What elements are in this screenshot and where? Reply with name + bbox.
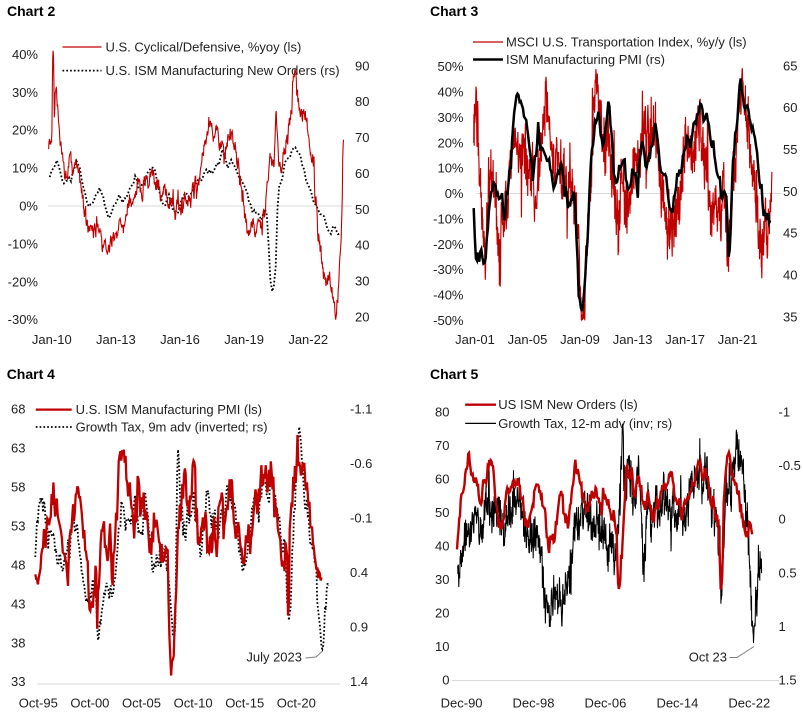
svg-text:33: 33	[11, 674, 25, 689]
svg-text:-10%: -10%	[8, 236, 39, 251]
svg-text:-1.1: -1.1	[350, 402, 372, 417]
svg-text:0.4: 0.4	[350, 565, 368, 580]
svg-text:Dec-90: Dec-90	[441, 696, 483, 711]
svg-text:Jan-09: Jan-09	[560, 332, 600, 347]
svg-text:0.9: 0.9	[350, 620, 368, 635]
svg-text:Oct 23: Oct 23	[689, 650, 727, 665]
svg-text:30%: 30%	[12, 85, 38, 100]
svg-text:68: 68	[11, 402, 25, 417]
svg-text:Growth Tax, 9m adv (inverted;: Growth Tax, 9m adv (inverted; rs)	[76, 419, 268, 434]
svg-text:40%: 40%	[437, 85, 463, 100]
svg-text:20: 20	[435, 606, 449, 621]
svg-text:48: 48	[11, 557, 25, 572]
svg-text:50: 50	[435, 505, 449, 520]
svg-text:0: 0	[442, 673, 449, 688]
svg-text:Oct-05: Oct-05	[122, 696, 161, 711]
svg-text:40: 40	[783, 268, 797, 283]
svg-text:Chart 3: Chart 3	[430, 3, 478, 19]
svg-text:-0.6: -0.6	[350, 456, 372, 471]
svg-text:80: 80	[435, 405, 449, 420]
svg-text:Jan-10: Jan-10	[32, 332, 72, 347]
svg-text:U.S. Cyclical/Defensive, %yoy: U.S. Cyclical/Defensive, %yoy (ls)	[106, 40, 302, 55]
svg-text:Jan-13: Jan-13	[96, 332, 136, 347]
svg-text:30: 30	[435, 572, 449, 587]
svg-text:Oct-10: Oct-10	[174, 696, 213, 711]
svg-text:60: 60	[355, 166, 369, 181]
svg-text:0%: 0%	[19, 199, 38, 214]
svg-text:Jan-19: Jan-19	[224, 332, 264, 347]
svg-text:50: 50	[783, 184, 797, 199]
svg-text:Dec-14: Dec-14	[656, 696, 698, 711]
svg-text:US ISM New Orders (ls): US ISM New Orders (ls)	[498, 397, 637, 412]
svg-text:58: 58	[11, 480, 25, 495]
svg-text:55: 55	[783, 142, 797, 157]
svg-text:-0.5: -0.5	[779, 458, 801, 473]
svg-text:-0.1: -0.1	[350, 511, 372, 526]
svg-text:35: 35	[783, 309, 797, 324]
svg-text:Jan-01: Jan-01	[455, 332, 495, 347]
svg-text:45: 45	[783, 226, 797, 241]
svg-text:1.4: 1.4	[350, 674, 368, 689]
svg-text:Jan-16: Jan-16	[160, 332, 200, 347]
svg-text:40: 40	[435, 539, 449, 554]
svg-text:38: 38	[11, 635, 25, 650]
svg-text:-10%: -10%	[433, 211, 464, 226]
svg-text:Jan-17: Jan-17	[665, 332, 705, 347]
svg-text:Dec-22: Dec-22	[728, 696, 770, 711]
svg-text:July 2023: July 2023	[246, 650, 302, 665]
svg-text:1.5: 1.5	[779, 673, 797, 688]
svg-text:80: 80	[355, 94, 369, 109]
svg-text:Oct-15: Oct-15	[225, 696, 264, 711]
svg-text:65: 65	[783, 58, 797, 73]
svg-text:Jan-21: Jan-21	[718, 332, 758, 347]
svg-text:Jan-13: Jan-13	[613, 332, 653, 347]
svg-text:MSCI U.S. Transportation Index: MSCI U.S. Transportation Index, %y/y (ls…	[506, 35, 747, 50]
svg-text:U.S. ISM Manufacturing PMI (ls: U.S. ISM Manufacturing PMI (ls)	[76, 402, 262, 417]
svg-text:1: 1	[779, 619, 786, 634]
svg-text:70: 70	[355, 130, 369, 145]
svg-text:43: 43	[11, 596, 25, 611]
svg-text:10%: 10%	[12, 161, 38, 176]
svg-text:30: 30	[355, 274, 369, 289]
svg-text:50: 50	[355, 202, 369, 217]
svg-text:0.5: 0.5	[779, 565, 797, 580]
svg-text:-30%: -30%	[433, 262, 464, 277]
svg-text:ISM Manufacturing PMI (rs): ISM Manufacturing PMI (rs)	[506, 52, 665, 67]
svg-text:-50%: -50%	[433, 313, 464, 328]
svg-text:40: 40	[355, 238, 369, 253]
svg-text:Jan-22: Jan-22	[288, 332, 328, 347]
svg-text:53: 53	[11, 519, 25, 534]
svg-text:-20%: -20%	[8, 274, 39, 289]
svg-text:-40%: -40%	[433, 288, 464, 303]
svg-text:20%: 20%	[12, 123, 38, 138]
svg-text:50%: 50%	[437, 59, 463, 74]
svg-text:0: 0	[779, 512, 786, 527]
svg-text:60: 60	[783, 100, 797, 115]
svg-text:Oct-20: Oct-20	[277, 696, 316, 711]
svg-text:20: 20	[355, 309, 369, 324]
svg-text:60: 60	[435, 472, 449, 487]
svg-text:0%: 0%	[445, 186, 464, 201]
svg-text:Jan-05: Jan-05	[508, 332, 548, 347]
svg-text:Chart 5: Chart 5	[430, 366, 478, 382]
svg-text:Dec-98: Dec-98	[513, 696, 555, 711]
svg-text:Chart 2: Chart 2	[7, 3, 55, 19]
svg-text:63: 63	[11, 441, 25, 456]
svg-text:40%: 40%	[12, 47, 38, 62]
svg-text:Growth Tax, 12-m adv (inv; rs): Growth Tax, 12-m adv (inv; rs)	[498, 416, 672, 431]
svg-text:30%: 30%	[437, 110, 463, 125]
svg-text:Oct-00: Oct-00	[70, 696, 109, 711]
svg-text:-1: -1	[779, 405, 791, 420]
svg-text:Oct-95: Oct-95	[19, 696, 58, 711]
svg-text:Chart 4: Chart 4	[7, 366, 55, 382]
svg-text:-30%: -30%	[8, 312, 39, 327]
svg-text:Dec-06: Dec-06	[584, 696, 626, 711]
svg-text:90: 90	[355, 58, 369, 73]
svg-text:-20%: -20%	[433, 237, 464, 252]
svg-text:10: 10	[435, 639, 449, 654]
svg-text:70: 70	[435, 438, 449, 453]
svg-text:20%: 20%	[437, 135, 463, 150]
svg-text:U.S. ISM Manufacturing New Ord: U.S. ISM Manufacturing New Orders (rs)	[106, 63, 340, 78]
svg-text:10%: 10%	[437, 161, 463, 176]
